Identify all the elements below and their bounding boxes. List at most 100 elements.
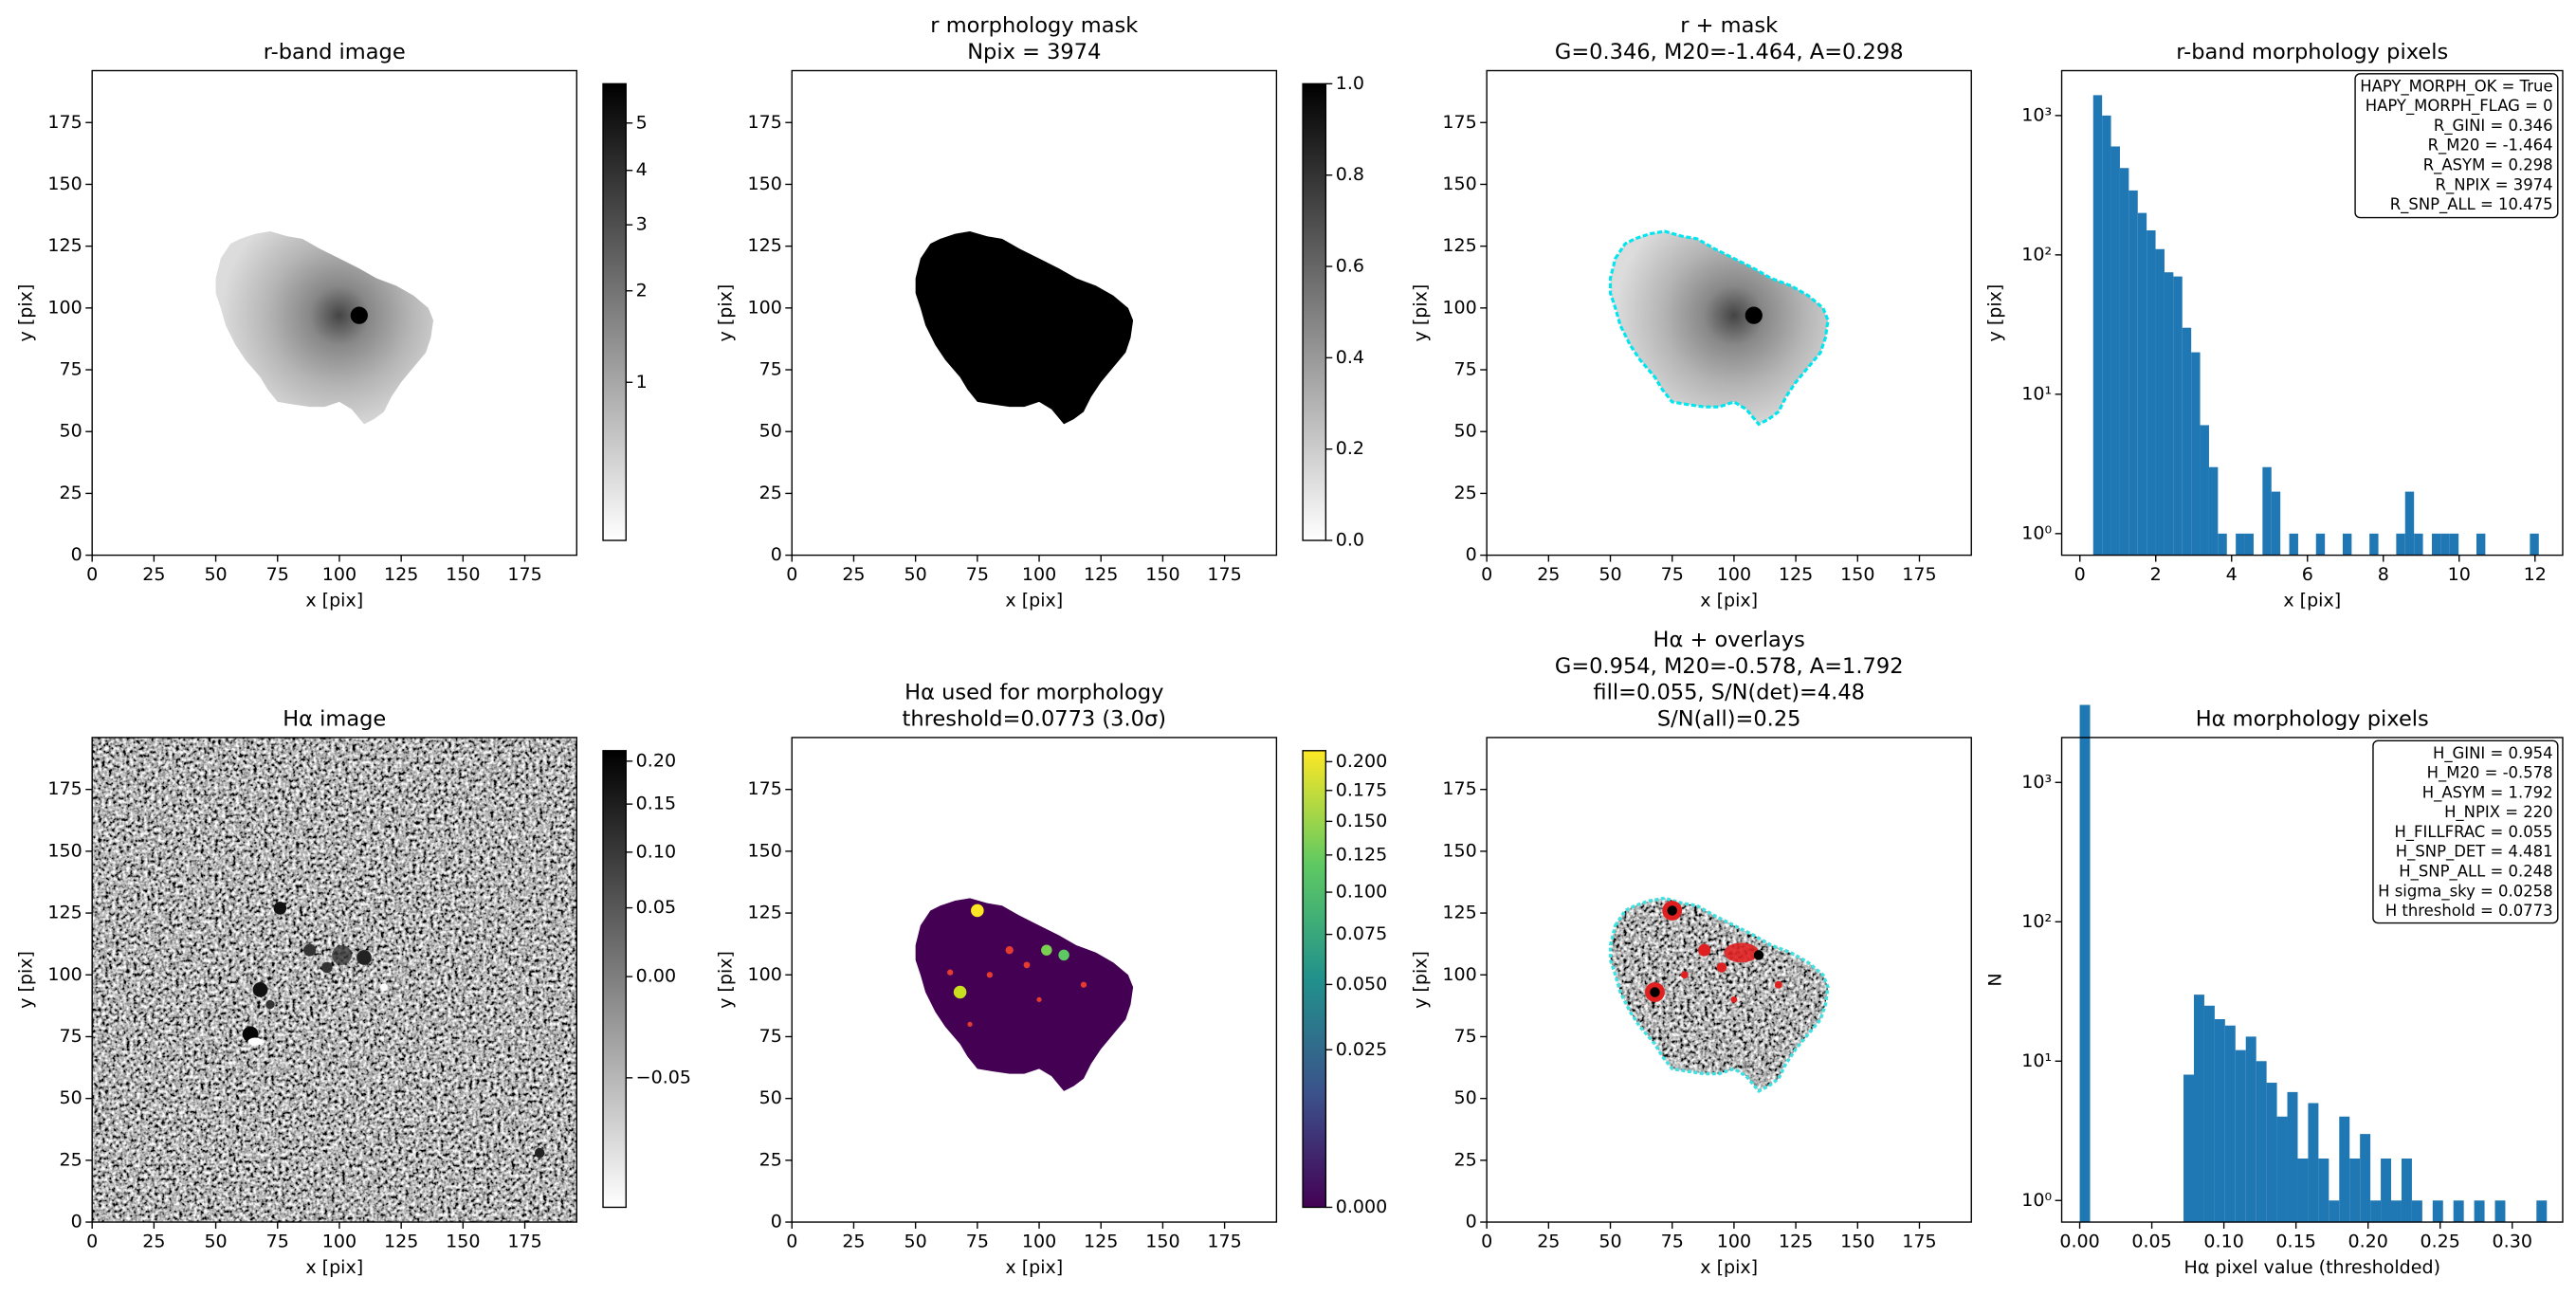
- y-tick-label: 10⁰: [2021, 1190, 2052, 1211]
- colorbar-tick-label: 0.6: [1336, 256, 1364, 277]
- y-tick-label: 0: [771, 544, 782, 565]
- bar: [2214, 1019, 2225, 1223]
- annotation-line: H_ASYM = 1.792: [2422, 783, 2553, 802]
- panel-title: G=0.346, M20=-1.464, A=0.298: [1555, 40, 1904, 64]
- panel: 0 25 50 75 100 125 150 175 0 25 50 75 100 125 150 175 x …: [715, 681, 1387, 1278]
- bar: [2370, 1200, 2382, 1223]
- x-tick-label: 75: [966, 1231, 989, 1251]
- bar: [2173, 276, 2183, 556]
- x-tick-label: 100: [1717, 564, 1751, 585]
- y-tick-label: 10²: [2021, 244, 2052, 265]
- x-tick-label: 0: [86, 1231, 98, 1251]
- y-tick-label: 50: [60, 421, 82, 442]
- y-tick-label: 175: [1442, 778, 1476, 799]
- image: [67, 713, 636, 1282]
- x-tick-label: 50: [204, 564, 227, 585]
- x-tick-label: 50: [904, 564, 927, 585]
- colorbar-tick-label: 0.05: [636, 897, 676, 918]
- x-tick-label: 100: [1022, 564, 1056, 585]
- y-tick-label: 25: [60, 1149, 82, 1170]
- bar: [2342, 533, 2352, 556]
- x-tick-label: 100: [322, 564, 356, 585]
- panel-title: Hα morphology pixels: [2196, 706, 2429, 731]
- panel-title: S/N(all)=0.25: [1657, 706, 1801, 731]
- bar: [2119, 168, 2129, 556]
- colorbar-tick-label: 5: [636, 112, 648, 133]
- image: [916, 231, 1133, 424]
- bar: [2369, 533, 2379, 556]
- image: [216, 231, 433, 424]
- annotation-line: H_FILLFRAC = 0.055: [2394, 823, 2552, 842]
- bar: [2200, 425, 2209, 556]
- bar: [2193, 995, 2204, 1223]
- axes-frame: [91, 737, 577, 1223]
- x-tick-label: 125: [1779, 1231, 1813, 1251]
- bar: [2244, 533, 2254, 556]
- bar: [2208, 466, 2219, 556]
- y-tick-label: 175: [47, 112, 82, 133]
- y-tick-label: 100: [1442, 297, 1476, 318]
- axes-frame: [2060, 69, 2564, 557]
- x-tick-label: 2: [2150, 564, 2162, 585]
- bar: [2289, 533, 2298, 556]
- x-tick-label: 50: [904, 1231, 927, 1251]
- panel: 0 25 50 75 100 125 150 175 0 25 50 75 100 125 150 175 x …: [1410, 628, 1972, 1278]
- bar: [2110, 146, 2120, 556]
- colorbar-tick-label: 0.4: [1336, 347, 1364, 368]
- y-tick-label: 150: [748, 173, 782, 194]
- bar: [2102, 115, 2111, 556]
- x-tick-label: 75: [966, 564, 989, 585]
- bar: [2414, 533, 2423, 556]
- x-tick-label: 175: [1902, 1231, 1936, 1251]
- y-tick-label: 125: [47, 903, 82, 923]
- panel-title: Npix = 3974: [967, 40, 1101, 64]
- y-tick-label: 25: [759, 483, 782, 503]
- x-tick-label: 150: [446, 1231, 480, 1251]
- panel-title: r + mask: [1680, 13, 1778, 38]
- bar: [2411, 1200, 2422, 1223]
- panel-title: Hα + overlays: [1653, 628, 1805, 652]
- bar: [2315, 533, 2326, 556]
- colorbar: [602, 82, 627, 541]
- bar: [2318, 1159, 2329, 1223]
- x-tick-label: 0: [786, 1231, 797, 1251]
- x-tick-label: 150: [1145, 1231, 1179, 1251]
- bar: [2164, 272, 2174, 556]
- panel-title: fill=0.055, S/N(det)=4.48: [1593, 681, 1865, 705]
- bar: [2218, 533, 2227, 556]
- annotation-line: R_ASYM = 0.298: [2423, 155, 2553, 174]
- y-axis-label: y [pix]: [1410, 284, 1431, 342]
- panel-title: r-band image: [264, 40, 406, 64]
- bar: [2349, 1159, 2361, 1223]
- y-axis-label: y [pix]: [15, 284, 36, 342]
- x-tick-label: 0.25: [2421, 1231, 2460, 1251]
- x-tick-label: 100: [322, 1231, 356, 1251]
- bar: [2431, 533, 2441, 556]
- image-content: [916, 898, 1133, 1090]
- y-axis-label: y [pix]: [1985, 284, 2006, 342]
- bar: [2432, 1200, 2443, 1223]
- colorbar-tick-label: 0.2: [1336, 438, 1364, 459]
- x-tick-label: 75: [1661, 564, 1684, 585]
- colorbar-tick-label: 0.10: [636, 841, 676, 862]
- colorbar-tick-label: 0.000: [1336, 1196, 1388, 1217]
- x-tick-label: 0.10: [2203, 1231, 2243, 1251]
- y-tick-label: 150: [748, 840, 782, 861]
- y-tick-label: 150: [47, 173, 82, 194]
- bar: [2287, 1091, 2298, 1223]
- bar: [2396, 533, 2405, 556]
- bar: [2266, 1083, 2277, 1223]
- annotation-line: H_GINI = 0.954: [2433, 744, 2553, 763]
- annotation-line: H threshold = 0.0773: [2385, 902, 2553, 920]
- x-tick-label: 8: [2378, 564, 2389, 585]
- y-tick-label: 150: [47, 840, 82, 861]
- x-tick-label: 175: [1207, 1231, 1241, 1251]
- bar: [2381, 1159, 2392, 1223]
- image: [1611, 231, 1828, 424]
- annotation-line: H_NPIX = 220: [2444, 803, 2553, 822]
- y-tick-label: 10³: [2021, 772, 2052, 793]
- colorbar-tick-label: 0.100: [1336, 882, 1388, 903]
- panel: 0 25 50 75 100 125 150 175 0 25 50 75 100 125 150 175 x …: [715, 13, 1364, 611]
- x-tick-label: 50: [204, 1231, 227, 1251]
